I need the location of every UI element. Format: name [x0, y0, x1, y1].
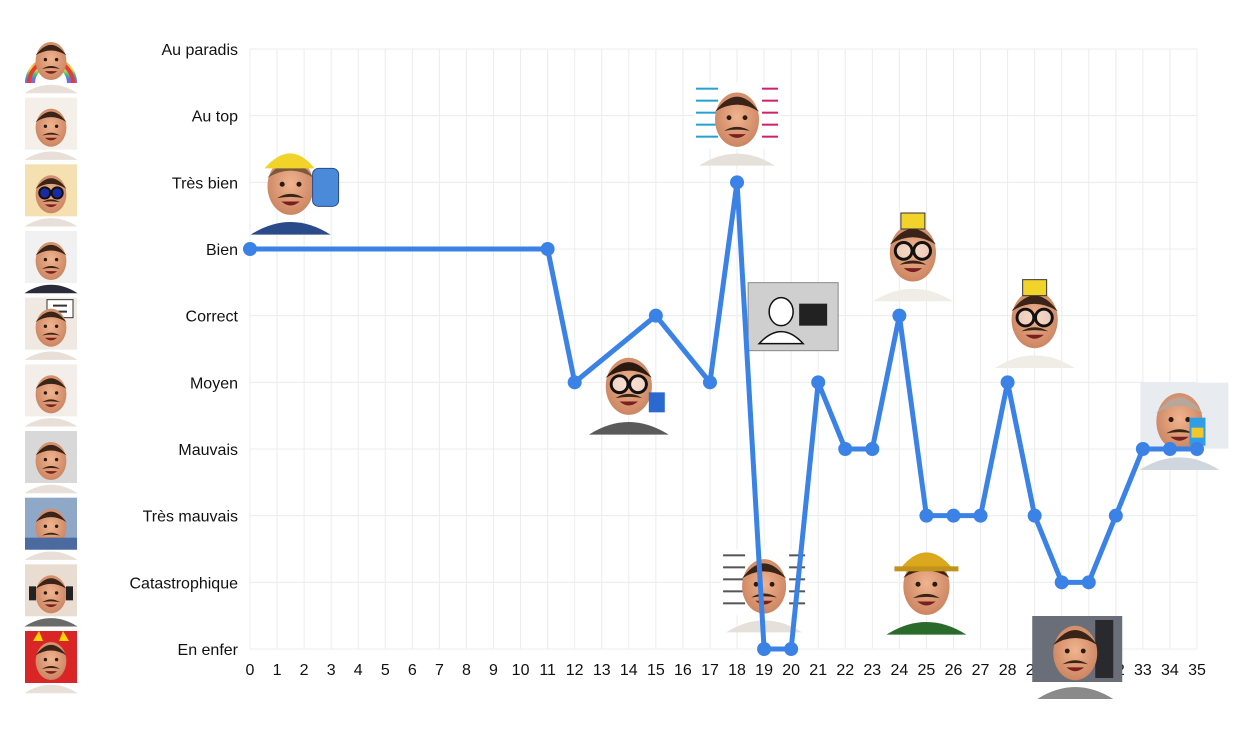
juice-drink-icon	[1139, 382, 1229, 470]
y-tick-label: Correct	[186, 309, 239, 326]
bed-face-icon	[24, 497, 78, 560]
x-tick-label: 4	[354, 662, 363, 679]
x-tick-label: 1	[273, 662, 282, 679]
x-tick-label: 34	[1161, 662, 1179, 679]
x-tick-label: 22	[836, 662, 854, 679]
x-tick-label: 14	[620, 662, 638, 679]
data-point[interactable]	[243, 242, 257, 256]
y-tick-label: Moyen	[190, 375, 238, 392]
x-tick-label: 15	[647, 662, 665, 679]
x-tick-label: 35	[1188, 662, 1206, 679]
data-point[interactable]	[946, 508, 961, 523]
x-tick-label: 24	[890, 662, 908, 679]
y-axis-labels: En enfer Catastrophique Très mauvais Mauvai…	[129, 42, 238, 659]
data-point[interactable]	[702, 375, 717, 390]
x-tick-label: 27	[972, 662, 990, 679]
x-tick-label: 19	[755, 662, 773, 679]
x-tick-label: 17	[701, 662, 719, 679]
x-tick-label: 21	[809, 662, 827, 679]
data-point[interactable]	[784, 642, 799, 656]
level-icons	[24, 31, 78, 694]
x-tick-label: 0	[246, 662, 255, 679]
x-tick-label: 12	[566, 662, 584, 679]
x-tick-label: 8	[462, 662, 471, 679]
x-tick-label: 25	[918, 662, 936, 679]
machine-room-icon	[1032, 616, 1123, 699]
y-tick-label: Catastrophique	[129, 575, 238, 592]
bac-glasses-icon	[994, 279, 1075, 368]
crying-face-icon	[24, 431, 78, 494]
glasses-nerd-icon	[588, 357, 669, 435]
y-tick-label: En enfer	[178, 642, 239, 659]
data-point[interactable]	[1054, 575, 1069, 590]
data-point[interactable]	[1081, 575, 1096, 590]
x-tick-label: 7	[435, 662, 444, 679]
x-tick-label: 11	[539, 662, 556, 679]
data-point[interactable]	[1190, 442, 1204, 456]
headphones-face-icon	[24, 564, 78, 627]
data-point[interactable]	[919, 508, 934, 523]
data-point[interactable]	[730, 175, 745, 190]
data-point[interactable]	[757, 642, 772, 656]
data-point[interactable]	[973, 508, 988, 523]
data-point[interactable]	[865, 442, 880, 456]
x-tick-label: 23	[863, 662, 881, 679]
bac-glasses-icon	[873, 212, 953, 302]
rating-sign-face-icon	[24, 297, 78, 360]
data-point[interactable]	[892, 308, 907, 323]
x-tick-label: 20	[782, 662, 800, 679]
x-tick-label: 18	[728, 662, 746, 679]
x-tick-label: 9	[489, 662, 498, 679]
data-point[interactable]	[1162, 442, 1177, 456]
y-tick-label: Très mauvais	[143, 509, 238, 526]
y-tick-label: Très bien	[172, 175, 238, 192]
x-tick-label: 16	[674, 662, 692, 679]
x-tick-label: 28	[999, 662, 1017, 679]
data-point[interactable]	[811, 375, 826, 390]
hard-hat-icon	[886, 552, 967, 635]
x-tick-label: 3	[327, 662, 336, 679]
sunglasses-face-icon	[24, 164, 78, 227]
x-tick-label: 6	[408, 662, 417, 679]
x-tick-label: 5	[381, 662, 390, 679]
series-points	[243, 175, 1204, 656]
math-thinking-icon	[694, 82, 781, 166]
neutral-face-icon	[24, 364, 78, 427]
data-point[interactable]	[1108, 508, 1123, 523]
y-tick-label: Au paradis	[162, 42, 239, 59]
x-tick-label: 33	[1134, 662, 1152, 679]
devil-face-icon	[24, 631, 78, 694]
equations-face-icon	[721, 549, 808, 633]
x-tick-label: 2	[300, 662, 309, 679]
data-point[interactable]	[1027, 508, 1042, 523]
data-point[interactable]	[1000, 375, 1015, 390]
data-point[interactable]	[567, 375, 582, 390]
x-tick-label: 10	[512, 662, 530, 679]
thumbs-up-face-icon	[24, 97, 78, 160]
y-tick-label: Mauvais	[178, 442, 238, 459]
y-tick-label: Bien	[206, 242, 238, 259]
computer-desk-icon	[747, 282, 839, 352]
data-point[interactable]	[648, 308, 663, 323]
data-point[interactable]	[838, 442, 853, 456]
annotation-images	[250, 82, 1229, 699]
data-point[interactable]	[1135, 442, 1150, 456]
x-tick-label: 13	[593, 662, 611, 679]
x-tick-label: 26	[945, 662, 963, 679]
rainbow-face-icon	[24, 31, 78, 94]
y-tick-label: Au top	[192, 109, 238, 126]
suit-face-icon	[24, 231, 78, 294]
data-point[interactable]	[540, 242, 555, 256]
schoolbag-cap-icon	[250, 153, 340, 235]
